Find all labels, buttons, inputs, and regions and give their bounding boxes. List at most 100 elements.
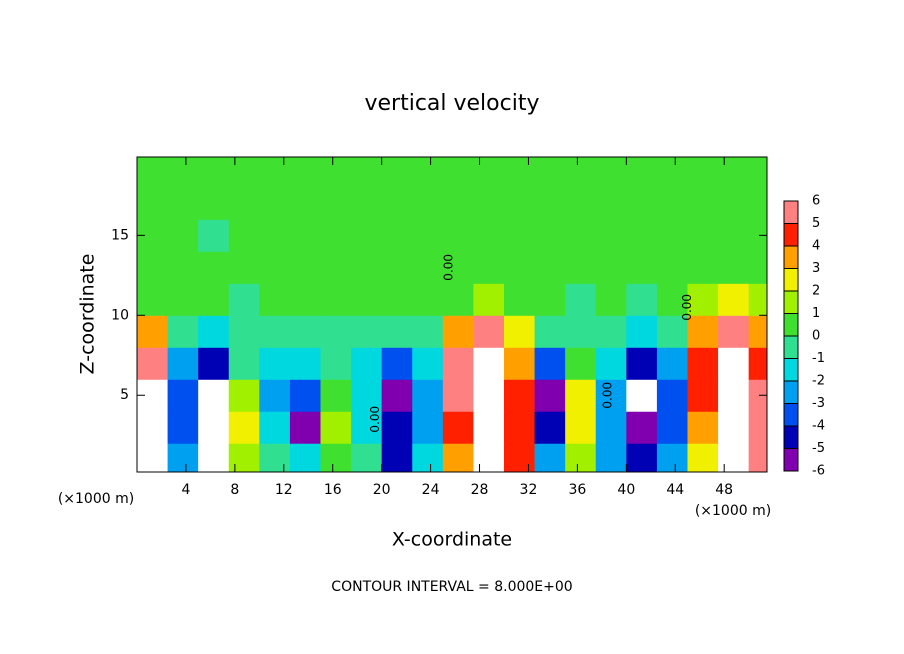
cell	[565, 347, 597, 380]
cell	[412, 347, 444, 380]
colorbar-tick-label: 3	[812, 261, 820, 276]
cell	[198, 251, 230, 284]
cell	[503, 219, 536, 252]
cell	[320, 347, 352, 380]
cell	[718, 411, 750, 444]
cell	[289, 411, 321, 444]
cell	[442, 187, 474, 220]
cell	[718, 187, 750, 220]
cell	[137, 187, 169, 220]
cell	[351, 283, 383, 316]
cell	[534, 411, 566, 444]
cell	[381, 347, 413, 380]
colorbar-swatch	[784, 268, 798, 291]
cell	[351, 379, 383, 412]
cell	[626, 251, 658, 284]
cell	[748, 347, 767, 380]
colorbar-swatch	[784, 358, 798, 381]
cell	[595, 283, 627, 316]
cell	[442, 315, 474, 348]
x-unit: (×1000 m)	[695, 503, 771, 519]
cell	[320, 219, 352, 252]
cell	[626, 411, 658, 444]
cell	[381, 187, 413, 220]
cell	[534, 219, 566, 252]
cell	[198, 347, 230, 380]
cell	[626, 347, 658, 380]
cell	[534, 315, 566, 348]
cell	[442, 283, 474, 316]
cell	[137, 157, 169, 188]
cell	[320, 187, 352, 220]
cell	[718, 251, 750, 284]
cell	[442, 219, 474, 252]
cell	[137, 283, 169, 316]
cell	[198, 157, 230, 188]
cell	[748, 411, 767, 444]
x-tick-label: 16	[324, 482, 342, 498]
cell	[320, 379, 352, 412]
cell	[503, 187, 536, 220]
cell	[718, 443, 750, 472]
cell	[412, 219, 444, 252]
cell	[534, 251, 566, 284]
cell	[534, 443, 566, 472]
colorbar-swatch	[784, 426, 798, 449]
cell	[503, 283, 536, 316]
cell	[626, 157, 658, 188]
cell	[137, 443, 169, 472]
cell	[289, 283, 321, 316]
colorbar-tick-label: 4	[812, 239, 820, 254]
cell	[351, 157, 383, 188]
colorbar-swatch	[784, 336, 798, 359]
cell	[228, 157, 260, 188]
cell	[259, 251, 291, 284]
cell	[320, 251, 352, 284]
cell	[595, 187, 627, 220]
cell	[289, 251, 321, 284]
cell	[473, 379, 505, 412]
cell	[259, 283, 291, 316]
cell	[289, 379, 321, 412]
cell	[473, 157, 505, 188]
cell	[228, 187, 260, 220]
cell	[228, 283, 260, 316]
colorbar-tick-label: -6	[812, 464, 825, 479]
x-tick-label: 12	[275, 482, 293, 498]
cell	[656, 219, 688, 252]
cell	[565, 283, 597, 316]
cell	[473, 187, 505, 220]
cell	[656, 347, 688, 380]
colorbar-tick-label: 0	[812, 329, 820, 344]
cell	[473, 283, 505, 316]
cell	[351, 187, 383, 220]
cell	[259, 219, 291, 252]
cell	[503, 251, 536, 284]
cell	[442, 347, 474, 380]
cell	[656, 187, 688, 220]
colorbar-tick-label: -4	[812, 419, 825, 434]
y-tick-label: 15	[111, 227, 129, 243]
cell	[381, 315, 413, 348]
cell	[320, 443, 352, 472]
cell	[626, 443, 658, 472]
footnote: CONTOUR INTERVAL = 8.000E+00	[331, 579, 572, 595]
cell	[198, 315, 230, 348]
cell	[259, 443, 291, 472]
cell	[442, 379, 474, 412]
cell	[228, 251, 260, 284]
cell	[412, 379, 444, 412]
cell	[381, 219, 413, 252]
cell	[320, 315, 352, 348]
cell	[656, 315, 688, 348]
cell	[595, 443, 627, 472]
cell	[351, 347, 383, 380]
cell	[442, 157, 474, 188]
contour-label: 0.00	[368, 406, 382, 433]
cell	[137, 411, 169, 444]
cell	[534, 379, 566, 412]
colorbar-swatch	[784, 403, 798, 426]
cell	[412, 443, 444, 472]
cell	[656, 283, 688, 316]
cell	[748, 251, 767, 284]
